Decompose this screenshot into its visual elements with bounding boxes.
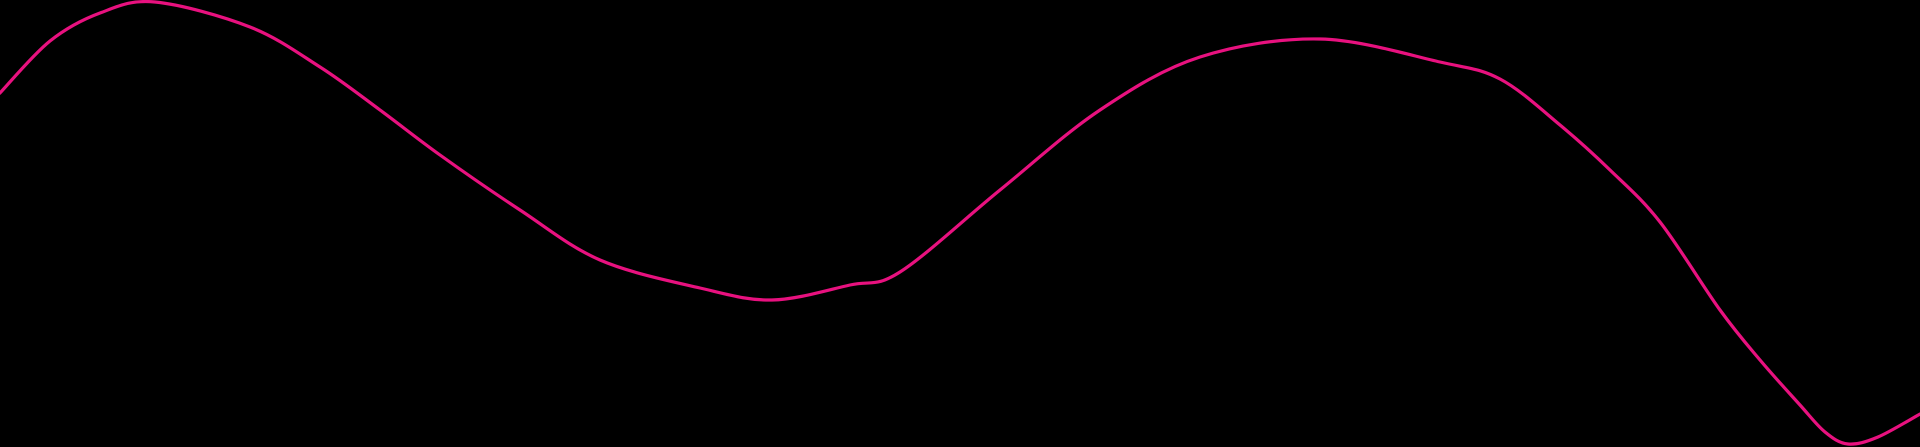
wave-plot	[0, 0, 1920, 446]
wave-curve-line	[0, 0, 1920, 446]
chart-canvas	[0, 0, 1920, 447]
